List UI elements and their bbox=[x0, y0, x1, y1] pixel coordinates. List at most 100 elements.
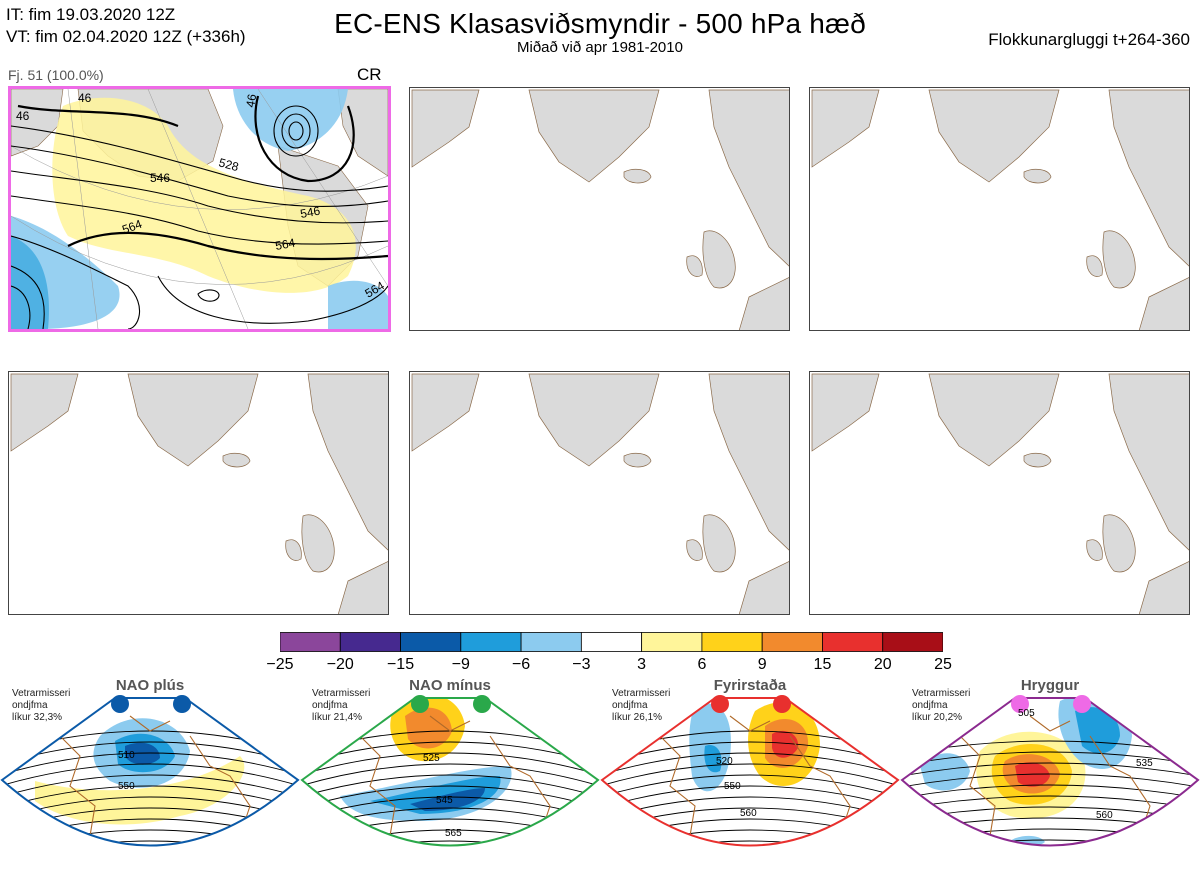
regime-border bbox=[0, 697, 300, 847]
colorbar-swatch bbox=[882, 632, 944, 652]
colorbar-tick-label: 3 bbox=[637, 656, 647, 673]
regime-border bbox=[900, 697, 1200, 847]
regime-dot bbox=[711, 695, 729, 713]
regime-note: Vetrarmisseri ondjfma líkur 21,4% bbox=[312, 688, 370, 724]
regime-title: NAO plús bbox=[115, 677, 185, 694]
anomaly-area bbox=[405, 707, 452, 749]
contour-label: 550 bbox=[118, 781, 135, 792]
contour-line bbox=[900, 862, 1200, 871]
colorbar-tick-label: 20 bbox=[873, 656, 892, 673]
cluster-map-1[interactable]: 546 528 546 564 564 564 46 46 46 bbox=[8, 86, 391, 332]
cluster-map-6[interactable] bbox=[809, 371, 1190, 615]
regime-note: Vetrarmisseri ondjfma líkur 32,3% bbox=[12, 688, 70, 724]
regime-dot bbox=[1011, 695, 1029, 713]
colorbar-tick-label: 25 bbox=[934, 656, 952, 673]
regime-note-line: líkur 21,4% bbox=[312, 712, 363, 723]
colorbar bbox=[279, 632, 944, 652]
regime-dot bbox=[173, 695, 191, 713]
contour-line bbox=[902, 784, 1198, 801]
regime-panel[interactable]: 520 550 560 Fyrirstaða Vetrarmisseri ondjfma l… bbox=[600, 676, 900, 871]
contour-label: 564 bbox=[120, 217, 144, 237]
contour-line bbox=[602, 785, 898, 812]
contour-label: 545 bbox=[436, 795, 453, 806]
contour-label: 535 bbox=[1136, 758, 1153, 769]
regime-map: 505 535 560 bbox=[900, 695, 1200, 871]
colorbar-tick-label: −6 bbox=[511, 656, 531, 673]
regime-dot bbox=[111, 695, 129, 713]
regime-panel[interactable]: 505 535 560 Hryggur Vetrarmisseri ondjfma líku… bbox=[900, 676, 1200, 871]
regime-panel[interactable]: 510 550 NAO plús Vetrarmisseri ondjfma líkur … bbox=[0, 676, 300, 871]
contour-line bbox=[2, 785, 298, 812]
regime-dot bbox=[1073, 695, 1091, 713]
contour-line bbox=[602, 774, 898, 801]
regime-dot bbox=[773, 695, 791, 713]
regime-note-line: ondjfma bbox=[912, 700, 948, 711]
regime-title: Fyrirstaða bbox=[713, 677, 787, 694]
contour-line bbox=[2, 752, 298, 779]
contour-label: 46 bbox=[78, 91, 92, 105]
contour-line bbox=[300, 852, 600, 871]
regime-note-line: Vetrarmisseri bbox=[312, 688, 371, 699]
header-dates: IT: fim 19.03.2020 12Z VT: fim 02.04.202… bbox=[6, 4, 246, 48]
anomaly-area bbox=[125, 742, 160, 765]
regime-note-line: ondjfma bbox=[312, 700, 348, 711]
colorbar-swatch bbox=[460, 632, 522, 652]
colorbar-swatch bbox=[701, 632, 763, 652]
regime-border bbox=[600, 697, 900, 847]
anomaly-area bbox=[410, 788, 485, 811]
contour-label: 46 bbox=[243, 93, 259, 109]
contour-label: 510 bbox=[118, 750, 135, 761]
regime-note-line: Vetrarmisseri bbox=[912, 688, 971, 699]
regime-panel[interactable]: 525 545 565 NAO mínus Vetrarmisseri ondjfma lí… bbox=[300, 676, 600, 871]
colorbar-swatches bbox=[279, 632, 944, 652]
anomaly-area bbox=[920, 753, 970, 791]
colorbar-tick-label: 6 bbox=[697, 656, 707, 673]
contour-label: 46 bbox=[16, 109, 30, 123]
contour-line bbox=[902, 751, 1198, 768]
cluster-map-4[interactable] bbox=[8, 371, 389, 615]
colorbar-tick-label: −9 bbox=[451, 656, 470, 673]
contour-line bbox=[302, 840, 598, 846]
cluster-code: CR bbox=[357, 65, 382, 84]
colorbar-swatch bbox=[520, 632, 582, 652]
contour-label: 520 bbox=[716, 756, 733, 767]
coastline bbox=[359, 715, 551, 837]
colorbar-swatch bbox=[339, 632, 401, 652]
colorbar-tick-label: −15 bbox=[386, 656, 415, 673]
contour-line bbox=[602, 840, 898, 846]
colorbar-swatch bbox=[279, 632, 341, 652]
cluster-map-3[interactable] bbox=[809, 87, 1190, 331]
regime-map: 520 550 560 bbox=[600, 695, 900, 847]
colorbar-swatch bbox=[761, 632, 823, 652]
regime-note-line: líkur 32,3% bbox=[12, 712, 63, 723]
regime-note-line: Vetrarmisseri bbox=[12, 688, 71, 699]
coastline bbox=[659, 715, 851, 837]
page-subtitle: Miðað við apr 1981-2010 bbox=[517, 39, 683, 56]
contour-label: 565 bbox=[445, 828, 462, 839]
contour-line bbox=[902, 773, 1198, 790]
contour-label: 505 bbox=[1018, 708, 1035, 719]
regime-note-line: líkur 26,1% bbox=[612, 712, 663, 723]
contour-line bbox=[902, 762, 1198, 779]
contour-line bbox=[900, 851, 1200, 866]
colorbar-tick-label: 15 bbox=[813, 656, 832, 673]
contour-label: 560 bbox=[740, 808, 757, 819]
colorbar-swatch bbox=[580, 632, 643, 652]
anomaly-area bbox=[35, 756, 245, 825]
colorbar-tick-label: −25 bbox=[266, 656, 294, 673]
regime-note: Vetrarmisseri ondjfma líkur 20,2% bbox=[912, 688, 970, 724]
vt-line: VT: fim 02.04.2020 12Z (+336h) bbox=[6, 27, 246, 46]
contour-line bbox=[302, 752, 598, 779]
contour-label: 525 bbox=[423, 753, 440, 764]
colorbar-swatch bbox=[822, 632, 884, 652]
contour-line bbox=[2, 840, 298, 846]
contour-line bbox=[0, 852, 300, 871]
colorbar-tick-label: −20 bbox=[326, 656, 354, 673]
contour-line bbox=[302, 774, 598, 801]
contour-line bbox=[302, 785, 598, 812]
contour-label: 564 bbox=[274, 236, 296, 253]
cluster-map-5[interactable] bbox=[409, 371, 790, 615]
regime-map: 525 545 565 bbox=[300, 695, 600, 871]
contour-line bbox=[302, 763, 598, 790]
cluster-map-2[interactable] bbox=[409, 87, 790, 331]
